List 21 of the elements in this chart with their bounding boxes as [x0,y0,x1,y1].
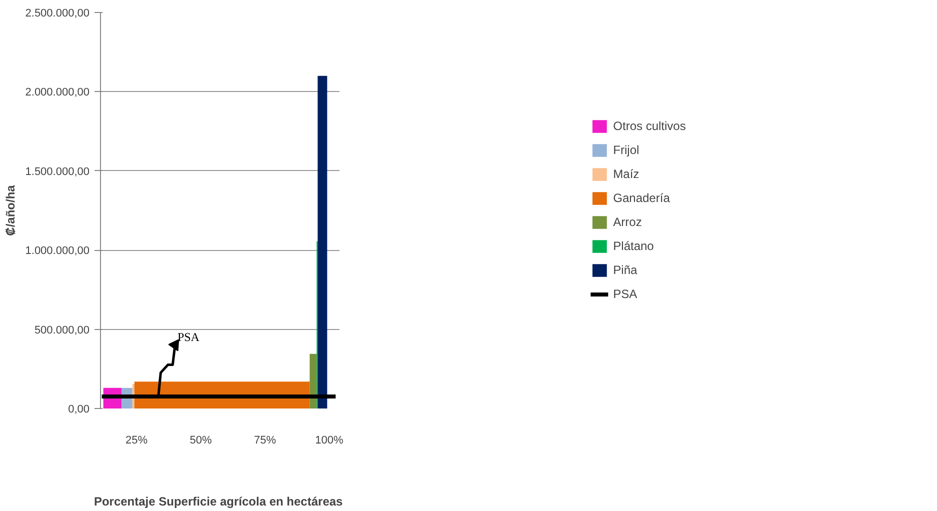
legend-label: Arroz [613,215,642,229]
x-axis-title: Porcentaje Superficie agrícola en hectáreas [94,494,344,508]
y-tick-label: 2.000.000,00 [25,86,90,99]
legend-label: Maíz [613,167,640,181]
y-tick-label: 1.000.000,00 [25,245,90,258]
legend-label: Otros cultivos [613,119,686,133]
x-tick-label: 50% [190,434,212,446]
legend-label: Plátano [613,239,654,253]
x-tick-label: 75% [254,434,276,446]
legend-label: PSA [613,287,638,301]
annotation: PSA [177,330,200,344]
legend-label: Piña [613,263,638,277]
y-tick-label: 500.000,00 [34,324,90,336]
legend-label: Ganadería [613,191,670,205]
y-tick-label: 0,00 [68,404,90,416]
x-tick-label: 100% [315,434,344,446]
x-tick-label: 25% [125,434,148,446]
y-axis-title: ₡/año/ha [3,184,18,236]
y-tick-label: 1.500.000,00 [25,166,90,178]
y-tick-label: 2.500.000,00 [25,8,90,20]
legend-label: Frijol [613,143,640,157]
